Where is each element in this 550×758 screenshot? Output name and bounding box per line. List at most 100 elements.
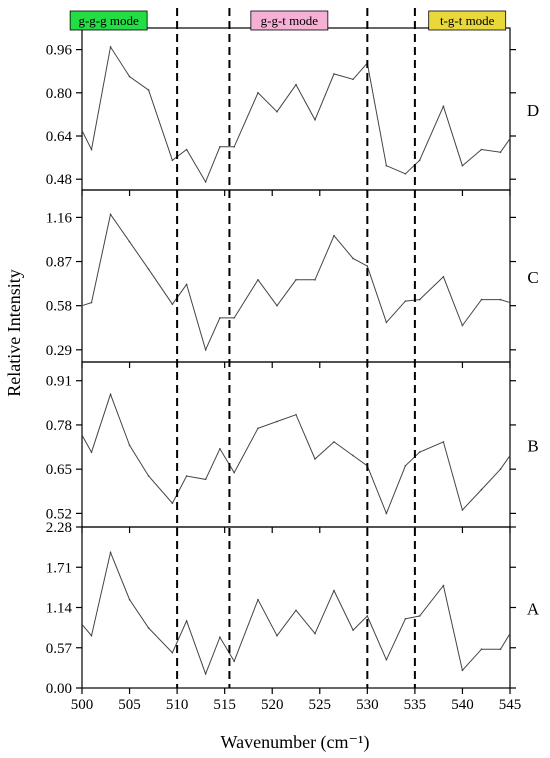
series-d-point: [352, 78, 354, 81]
series-c-point: [404, 300, 407, 302]
series-a-point: [185, 620, 188, 622]
series-b-point: [219, 447, 221, 450]
series-a-point: [257, 598, 259, 601]
series-d-point: [257, 92, 259, 94]
mode-label-box: [250, 10, 329, 31]
series-b-point: [233, 471, 235, 474]
series-b-point: [352, 454, 354, 457]
series-c-point: [204, 349, 207, 351]
series-d-point: [418, 159, 421, 162]
series-a-point: [219, 636, 221, 638]
series-c-point: [385, 321, 388, 324]
series-d-point: [233, 146, 235, 148]
series-b-point: [185, 475, 188, 477]
series-c-point: [418, 298, 421, 301]
panel-c-y-tick-label: 1.16: [46, 210, 73, 226]
x-tick-label: 500: [71, 697, 94, 713]
panel-d-y-tick-label: 0.80: [46, 86, 72, 102]
series-b-point: [295, 413, 297, 416]
x-tick-label: 525: [309, 697, 332, 713]
x-tick-label: 505: [118, 697, 141, 713]
panel-b-y-tick-label: 0.78: [46, 418, 72, 434]
y-axis-title: Relative Intensity: [4, 269, 24, 396]
series-c-point: [314, 279, 316, 281]
x-tick-label: 545: [499, 697, 522, 713]
series-d-point: [499, 151, 502, 153]
series-d-point: [276, 110, 278, 113]
series-c-point: [219, 317, 221, 319]
series-b-point: [418, 451, 421, 453]
series-a-point: [90, 634, 93, 637]
series-d-point: [480, 148, 483, 151]
series-d-point: [385, 164, 388, 167]
series-a-point: [171, 651, 174, 654]
series-c-point: [352, 257, 354, 260]
series-a-point: [276, 634, 278, 637]
plot-area: 0.48 0.64 0.80 0.96 D 0.29 0.58 0.87 1.16 C 0.52 0.…: [46, 8, 540, 713]
series-d-point: [314, 119, 316, 121]
panel-a-y-tick-label: 2.28: [46, 520, 72, 536]
series-c-point: [233, 317, 235, 319]
panel-b-y-tick-label: 0.65: [46, 462, 72, 478]
series-d-point: [128, 75, 131, 78]
panel-b-frame: [81, 361, 511, 528]
series-c-point: [276, 304, 278, 307]
series-c-point: [257, 279, 259, 281]
series-d-line: [81, 45, 511, 184]
series-b-point: [257, 427, 259, 430]
mode-label-box: [428, 10, 507, 31]
series-b-point: [109, 393, 112, 396]
panel-label-b: B: [527, 437, 538, 456]
series-a-point: [295, 609, 297, 612]
series-b-point: [314, 458, 316, 460]
series-d-point: [81, 129, 83, 132]
series-d-point: [185, 148, 188, 151]
series-b-point: [442, 441, 445, 443]
series-b-point: [90, 451, 93, 453]
series-a-point: [385, 658, 388, 661]
series-a-point: [509, 632, 511, 635]
series-d-point: [147, 89, 150, 91]
panel-a-y-tick-label: 1.14: [46, 601, 73, 617]
series-b-point: [499, 468, 502, 470]
series-a-line: [81, 550, 511, 676]
series-a-point: [109, 551, 112, 554]
series-a-point: [480, 648, 483, 650]
series-a-point: [147, 627, 150, 629]
series-c-point: [366, 265, 369, 267]
panel-a-y-tick-label: 0.00: [46, 681, 72, 697]
series-a-point: [404, 617, 407, 620]
panel-label-c: C: [527, 268, 538, 287]
series-a-point: [442, 584, 445, 587]
series-c-point: [442, 275, 445, 278]
series-c-point: [333, 234, 335, 237]
series-a-point: [366, 615, 369, 617]
series-a-point: [461, 669, 464, 672]
series-b-point: [385, 512, 388, 515]
series-b-point: [480, 488, 483, 491]
panel-a-y-tick-label: 0.57: [46, 641, 73, 657]
series-b-point: [204, 478, 207, 481]
mode-label-text: g-g-g mode: [78, 13, 139, 28]
panel-d-y-tick-label: 0.64: [46, 129, 73, 145]
panel-c-frame: [81, 189, 511, 363]
x-tick-label: 510: [166, 697, 189, 713]
series-c-point: [171, 303, 174, 305]
series-a-point: [204, 673, 207, 675]
series-b-point: [461, 509, 464, 511]
series-d-point: [442, 105, 445, 108]
series-d-point: [90, 148, 93, 151]
series-d-point: [295, 83, 297, 86]
x-tick-label: 535: [404, 697, 427, 713]
series-b-point: [404, 464, 407, 467]
series-d-point: [509, 137, 511, 140]
series-b-point: [81, 434, 83, 436]
panel-d-frame: [81, 27, 511, 191]
panel-c-y-tick-label: 0.87: [46, 255, 73, 271]
mode-label-box: [69, 10, 148, 31]
series-d-point: [404, 173, 407, 175]
series-c-point: [109, 213, 112, 216]
panel-c-y-tick-label: 0.58: [46, 299, 72, 315]
series-c-line: [81, 213, 511, 352]
